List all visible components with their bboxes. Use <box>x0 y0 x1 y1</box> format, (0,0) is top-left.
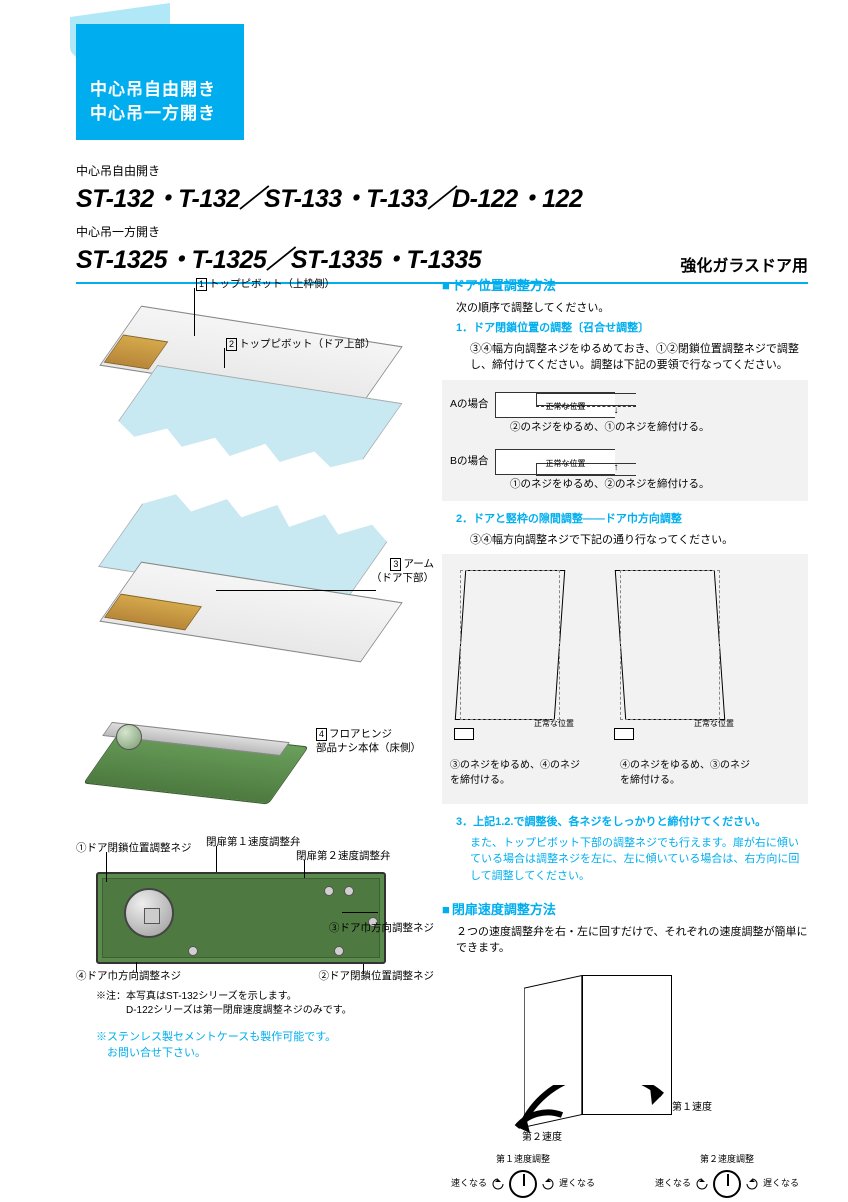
knob-2: 第２速度調整 速くなる 遅くなる <box>655 1153 799 1202</box>
case-a-text: ②のネジをゆるめ、①のネジを締付ける。 <box>510 420 800 436</box>
model-header: 中心吊自由開き ST-132・T-132／ST-133・T-133／D-122・… <box>76 154 808 284</box>
right-instructions: ドア位置調整方法 次の順序で調整してください。 1．ドア閉鎖位置の調整〔召合せ調… <box>442 276 808 1180</box>
label-3a: 3アーム <box>390 556 434 571</box>
glass-door-note: 強化ガラスドア用 <box>680 252 808 276</box>
label-speed2: 閉扉第２速度調整弁 <box>296 848 391 863</box>
step-2-heading: 2．ドアと竪枠の隙間調整——ドア巾方向調整 <box>456 511 808 528</box>
label-adj4: ④ドア巾方向調整ネジ <box>76 968 181 983</box>
label-adj2: ②ドア閉鎖位置調整ネジ <box>319 968 435 983</box>
speed1-label: 第１速度 <box>672 1100 712 1115</box>
speed2-label: 第２速度 <box>522 1130 562 1145</box>
step-1-heading: 1．ドア閉鎖位置の調整〔召合せ調整〕 <box>456 320 808 337</box>
step-3-heading: 3．上記1.2.で調整後、各ネジをしっかりと締付けてください。 <box>456 814 808 831</box>
case-b-text: ①のネジをゆるめ、②のネジを締付ける。 <box>510 477 800 493</box>
case-b: Bの場合 正常な位置 ↑ <box>450 449 800 475</box>
door-right-text: ④のネジをゆるめ、③のネジを締付ける。 <box>620 758 750 788</box>
speed-adjustment-knobs: 第１速度調整 速くなる 遅くなる 第２速度調整 速くなる 遅くなる <box>442 1153 808 1202</box>
label-3b: （ドア下部） <box>371 570 434 585</box>
tab-line2: 中心吊一方開き <box>90 102 230 126</box>
label-2: 2トップピボット（ドア上部） <box>226 336 376 351</box>
label-adj1: ①ドア閉鎖位置調整ネジ <box>76 840 192 855</box>
label-4b: 部品ナシ本体（床側） <box>316 740 421 755</box>
door-left-text: ③のネジをゆるめ、④のネジを締付ける。 <box>450 758 580 788</box>
subtitle-1: 中心吊自由開き <box>76 162 808 179</box>
models-line-2: ST-1325・T-1325／ST-1335・T-1335 <box>76 240 481 276</box>
case-a: Aの場合 正常な位置 ↓ <box>450 392 800 418</box>
door-right-diagram: 正常な位置 <box>610 570 730 750</box>
section-2-body: ２つの速度調整弁を右・左に回すだけで、それぞれの速度調整が簡単にできます。 <box>456 924 808 957</box>
door-left-diagram: 正常な位置 <box>450 570 570 750</box>
section-2-title: 閉扉速度調整方法 <box>442 900 808 920</box>
subtitle-2: 中心吊一方開き <box>76 223 481 240</box>
label-speed1: 閉扉第１速度調整弁 <box>206 834 301 849</box>
floor-hinge-top-diagram: 閉扉第１速度調整弁 閉扉第２速度調整弁 ①ドア閉鎖位置調整ネジ ③ドア巾方向調整… <box>76 834 434 984</box>
arm-diagram: 3アーム （ドア下部） <box>76 496 434 726</box>
step-2-body: ③④幅方向調整ネジで下記の通り行なってください。 <box>470 532 808 549</box>
section-1-title: ドア位置調整方法 <box>442 276 808 296</box>
floor-hinge-3d-diagram: 4フロアヒンジ 部品ナシ本体（床側） <box>76 726 434 826</box>
label-4a: 4フロアヒンジ <box>316 726 392 741</box>
models-line-1: ST-132・T-132／ST-133・T-133／D-122・122 <box>76 179 808 215</box>
top-pivot-diagram: 1トップピボット（上枠側） 2トップピボット（ドア上部） <box>76 276 434 486</box>
knob-1: 第１速度調整 速くなる 遅くなる <box>451 1153 595 1202</box>
label-1: 1トップピボット（上枠側） <box>196 276 335 291</box>
stainless-note: ※ステンレス製セメントケースも製作可能です。 お問い合せ下さい。 <box>96 1028 434 1060</box>
step-3-body: また、トップピボット下部の調整ネジでも行えます。扉が右に傾いている場合は調整ネジ… <box>470 835 808 885</box>
step-1-body: ③④幅方向調整ネジをゆるめておき、①②閉鎖位置調整ネジで調整し、締付けてください… <box>470 341 808 374</box>
door-panel: 正常な位置 正常な位置 ③のネジをゆるめ、④のネジを締付ける。 ④のネジをゆるめ… <box>442 554 808 804</box>
left-diagrams: 1トップピボット（上枠側） 2トップピボット（ドア上部） 3アーム （ドア下部）… <box>76 276 434 1180</box>
swing-diagram: 第１速度 第２速度 <box>442 965 808 1145</box>
photo-note: ※注：本写真はST-132シリーズを示します。 D-122シリーズは第一閉扉速度… <box>96 990 434 1018</box>
tab-line1: 中心吊自由開き <box>90 78 230 102</box>
case-panel: Aの場合 正常な位置 ↓ ②のネジをゆるめ、①のネジを締付ける。 Bの場合 正常… <box>442 380 808 502</box>
category-tab: 中心吊自由開き 中心吊一方開き <box>76 24 244 140</box>
label-adj3: ③ドア巾方向調整ネジ <box>329 920 434 935</box>
main-content: 1トップピボット（上枠側） 2トップピボット（ドア上部） 3アーム （ドア下部）… <box>76 276 808 1180</box>
section-1-intro: 次の順序で調整してください。 <box>456 300 808 317</box>
